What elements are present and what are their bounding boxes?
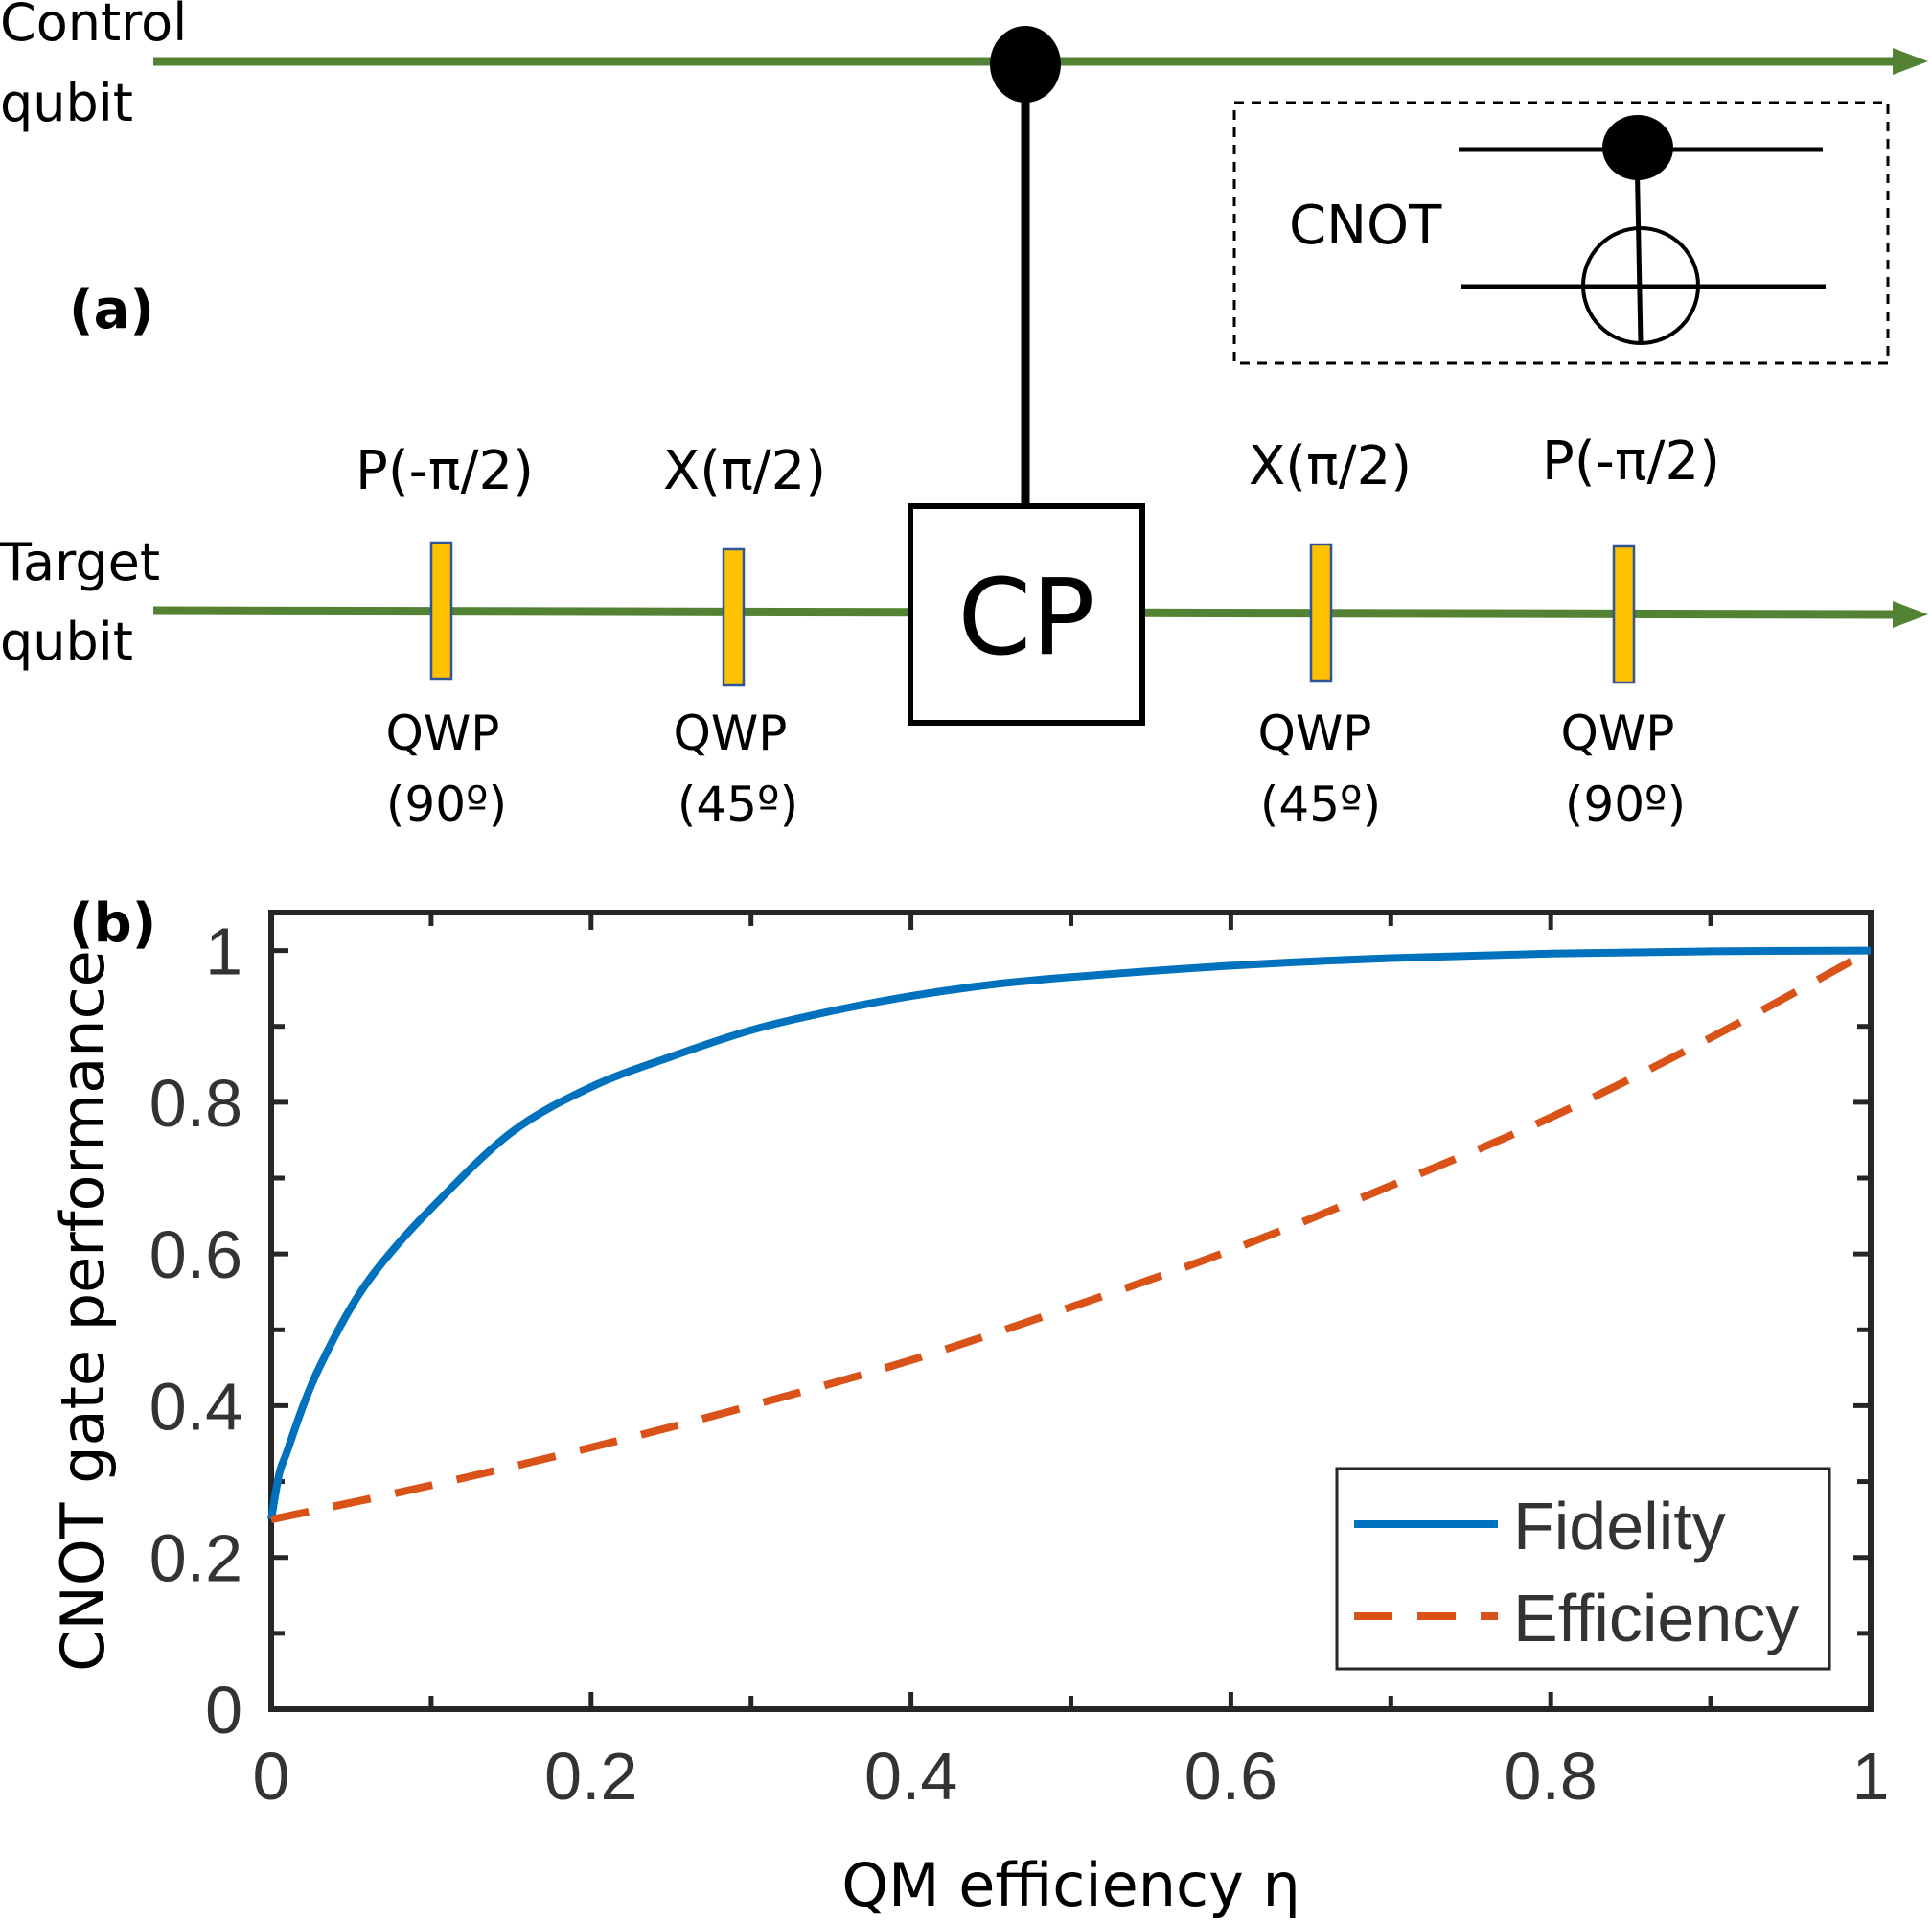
series-fidelity-line <box>267 946 1872 1520</box>
cnot-inset-frame <box>1232 101 1890 365</box>
control-label-line1: Control <box>0 0 187 53</box>
x-axis-label: QM efficiency η <box>841 1850 1300 1920</box>
x-tick-label: 0.6 <box>1184 1739 1277 1814</box>
cnot-control-dot <box>1602 115 1673 180</box>
waveplate-1-angle: (90º) <box>386 776 507 832</box>
legend-label-efficiency: Efficiency <box>1513 1581 1799 1655</box>
waveplate-2-type: QWP <box>674 706 788 761</box>
cnot-link <box>1634 149 1644 343</box>
waveplate-4-type: QWP <box>1561 706 1675 761</box>
x-tick-label: 0.4 <box>864 1739 957 1814</box>
x-tick-label: 0 <box>253 1739 290 1814</box>
waveplate-1-op: P(-π/2) <box>356 440 534 502</box>
cp-gate-label: CP <box>957 556 1094 679</box>
legend-label-fidelity: Fidelity <box>1513 1489 1726 1563</box>
plot-area: 0 0.2 0.4 0.6 0.8 1 0 0.2 0.4 0.6 0.8 1 Fidelity Effi… <box>48 910 1890 1920</box>
control-arrowhead <box>1893 48 1928 75</box>
waveplate-2-op: X(π/2) <box>663 440 826 502</box>
y-tick-label: 1 <box>205 914 242 989</box>
waveplate-4: P(-π/2) QWP (90º) <box>1542 430 1720 832</box>
waveplate-1-type: QWP <box>386 706 500 761</box>
panel-b-label: (b) <box>69 892 156 955</box>
waveplate-1: P(-π/2) QWP (90º) <box>356 440 534 832</box>
cp-gate-box <box>908 503 1145 726</box>
waveplate-3: X(π/2) QWP (45º) <box>1249 435 1412 832</box>
y-tick-label: 0.6 <box>150 1217 242 1292</box>
waveplate-2-angle: (45º) <box>678 776 798 832</box>
panel-a-label: (a) <box>69 279 154 341</box>
waveplate-4-body <box>1612 544 1636 684</box>
waveplate-3-body <box>1309 543 1333 683</box>
cnot-inset: CNOT <box>1232 101 1890 365</box>
legend-box <box>1335 1467 1831 1671</box>
y-tick-label: 0 <box>205 1673 242 1747</box>
waveplate-3-angle: (45º) <box>1260 776 1381 832</box>
y-tick-label: 0.2 <box>150 1521 242 1596</box>
y-tick-label: 0.4 <box>150 1369 242 1444</box>
target-label-line2: qubit <box>0 612 133 672</box>
panel-a: Control qubit Target qubit CP (a) P(-π/2… <box>0 0 1928 832</box>
waveplate-2-body <box>722 547 746 687</box>
cnot-target-xor <box>1581 226 1700 345</box>
waveplate-3-type: QWP <box>1258 706 1372 761</box>
waveplate-2: X(π/2) QWP (45º) <box>663 440 826 832</box>
waveplate-1-body <box>429 541 453 681</box>
x-tick-label: 0.8 <box>1505 1739 1598 1814</box>
waveplate-3-op: X(π/2) <box>1249 435 1412 498</box>
panel-b: (b) 0 0.2 0.4 0.6 0.8 1 0 0.2 0.4 0.6 0.8 1 Fidelity… <box>48 892 1889 1920</box>
cnot-inset-label: CNOT <box>1289 195 1442 257</box>
series-efficiency-line <box>270 947 1873 1524</box>
y-axis-label: CNOT gate performance <box>48 950 118 1672</box>
waveplate-4-op: P(-π/2) <box>1542 430 1720 493</box>
target-label-line1: Target <box>0 532 160 592</box>
control-label-line2: qubit <box>0 73 133 133</box>
waveplate-4-angle: (90º) <box>1565 776 1686 832</box>
x-tick-label: 1 <box>1852 1739 1890 1814</box>
y-tick-label: 0.8 <box>150 1066 242 1141</box>
control-dot <box>990 26 1061 103</box>
x-tick-label: 0.2 <box>544 1739 637 1814</box>
target-arrowhead <box>1893 601 1928 628</box>
